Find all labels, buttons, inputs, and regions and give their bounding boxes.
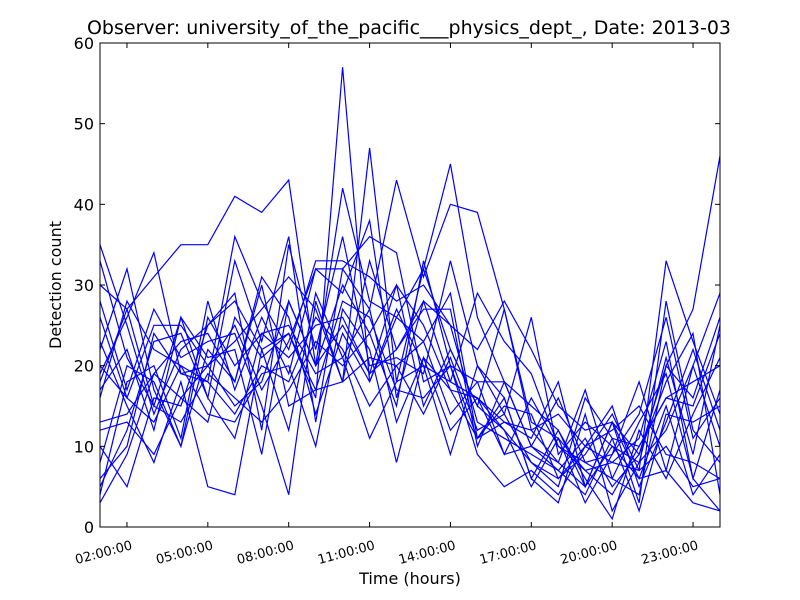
series-line-18 bbox=[99, 298, 721, 512]
series-line-5 bbox=[99, 179, 721, 496]
x-tick-label: 02:00:00 bbox=[74, 538, 134, 568]
y-tick-label: 10 bbox=[74, 437, 94, 456]
series-line-20 bbox=[99, 235, 721, 496]
series-line-8 bbox=[99, 260, 721, 496]
y-tick-label: 60 bbox=[74, 34, 94, 53]
x-tick-label: 20:00:00 bbox=[559, 538, 619, 568]
x-tick-label: 05:00:00 bbox=[155, 538, 215, 568]
x-tick-label: 23:00:00 bbox=[640, 538, 700, 568]
y-tick-label: 50 bbox=[74, 115, 94, 134]
series-line-16 bbox=[99, 218, 721, 495]
y-tick-label: 20 bbox=[74, 357, 94, 376]
y-tick-label: 30 bbox=[74, 276, 94, 295]
series-line-15 bbox=[99, 260, 721, 489]
y-tick-label: 0 bbox=[84, 518, 94, 537]
series-line-11 bbox=[99, 291, 721, 513]
series-line-4 bbox=[99, 155, 721, 479]
y-axis-label: Detection count bbox=[46, 221, 65, 349]
chart-title: Observer: university_of_the_pacific___ph… bbox=[87, 17, 731, 39]
x-tick-label: 11:00:00 bbox=[316, 538, 376, 568]
series-line-19 bbox=[99, 284, 721, 488]
x-axis-label: Time (hours) bbox=[358, 569, 461, 588]
x-tick-label: 08:00:00 bbox=[235, 538, 295, 568]
x-tick-label: 17:00:00 bbox=[478, 538, 538, 568]
series-line-13 bbox=[99, 266, 721, 521]
series-line-17 bbox=[99, 316, 721, 464]
x-tick-label: 14:00:00 bbox=[397, 538, 457, 568]
series-line-10 bbox=[99, 299, 721, 505]
series-line-14 bbox=[99, 307, 721, 512]
plot-frame bbox=[99, 42, 721, 528]
series-layer bbox=[99, 67, 721, 521]
series-line-7 bbox=[99, 283, 721, 497]
y-tick-label: 40 bbox=[74, 195, 94, 214]
